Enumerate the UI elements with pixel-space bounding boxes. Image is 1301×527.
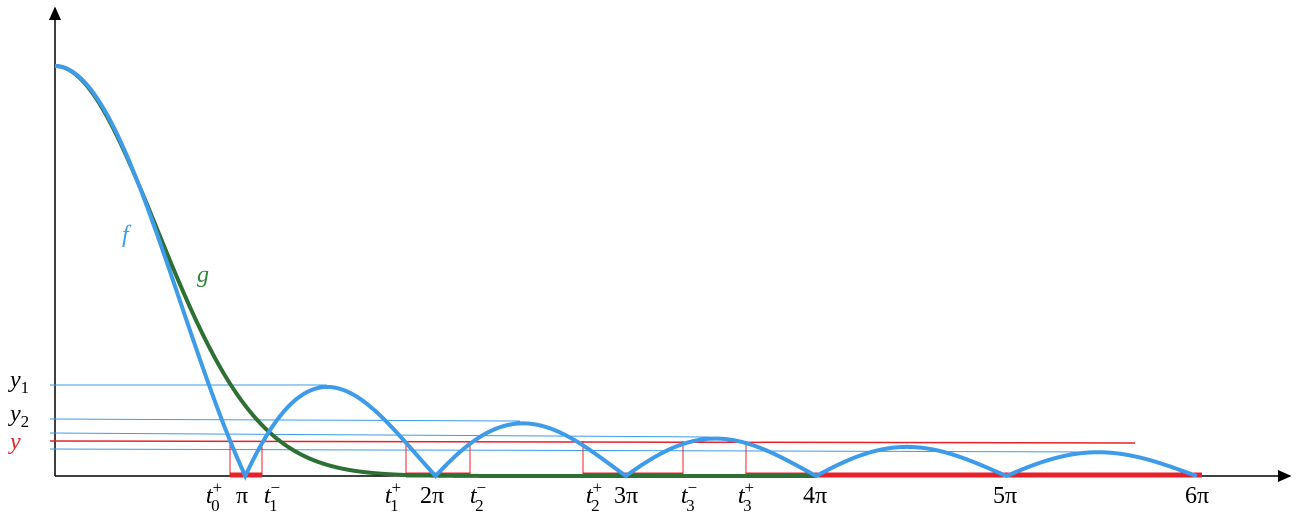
y-label-base: y: [8, 367, 21, 393]
y-label-base: y: [8, 401, 21, 427]
x-label-base: t: [206, 483, 214, 509]
y-label-base: y: [8, 429, 21, 455]
x-label-sub: 1: [390, 496, 399, 515]
x-label-sup: +: [593, 478, 603, 497]
x-label: 3π: [614, 483, 638, 509]
f-label: f: [122, 222, 132, 248]
x-label: 5π: [993, 483, 1017, 509]
x-label-sub: 2: [475, 496, 484, 515]
x-label-sup: +: [392, 478, 402, 497]
x-label-sub: 3: [743, 496, 752, 515]
x-label-sup: −: [688, 478, 698, 497]
x-label-base: t: [385, 483, 393, 509]
x-label: 2π: [420, 483, 444, 509]
x-label-base: 4π: [803, 483, 827, 509]
x-label-sub: 1: [269, 496, 278, 515]
x-label-base: t: [264, 483, 272, 509]
x-label: t+ 1: [385, 478, 401, 515]
y-label-sub: 2: [21, 412, 30, 431]
x-label-base: 2π: [420, 483, 444, 509]
x-label-sub: 0: [211, 496, 220, 515]
x-label: π: [236, 483, 248, 509]
y-label: y: [8, 429, 21, 455]
y-label-sub: 1: [21, 378, 30, 397]
x-label-base: 3π: [614, 483, 638, 509]
x-label: t− 2: [470, 478, 486, 515]
x-label: t− 3: [681, 478, 697, 515]
x-label-sub: 2: [591, 496, 600, 515]
guides: [49, 384, 1202, 478]
g-label: g: [197, 262, 209, 288]
x-label: t+ 3: [738, 478, 754, 515]
x-label: t+ 2: [586, 478, 602, 515]
f-curve: [55, 64, 1198, 481]
x-label: t− 1: [264, 478, 280, 515]
x-label-sup: +: [745, 478, 755, 497]
x-label-base: t: [681, 483, 689, 509]
x-label-sup: +: [213, 478, 223, 497]
y-label: y1: [8, 367, 29, 397]
x-label-base: t: [738, 483, 746, 509]
x-label: 6π: [1185, 483, 1209, 509]
x-label-base: t: [586, 483, 594, 509]
x-label-sup: −: [477, 478, 487, 497]
x-label: t+ 0: [206, 478, 222, 515]
x-label-base: 5π: [993, 483, 1017, 509]
x-label-sub: 3: [686, 496, 695, 515]
x-label: 4π: [803, 483, 827, 509]
x-label-base: t: [470, 483, 478, 509]
x-label-base: π: [236, 483, 248, 509]
x-label-base: 6π: [1185, 483, 1209, 509]
y-label: y2: [8, 401, 29, 431]
x-label-sup: −: [271, 478, 281, 497]
